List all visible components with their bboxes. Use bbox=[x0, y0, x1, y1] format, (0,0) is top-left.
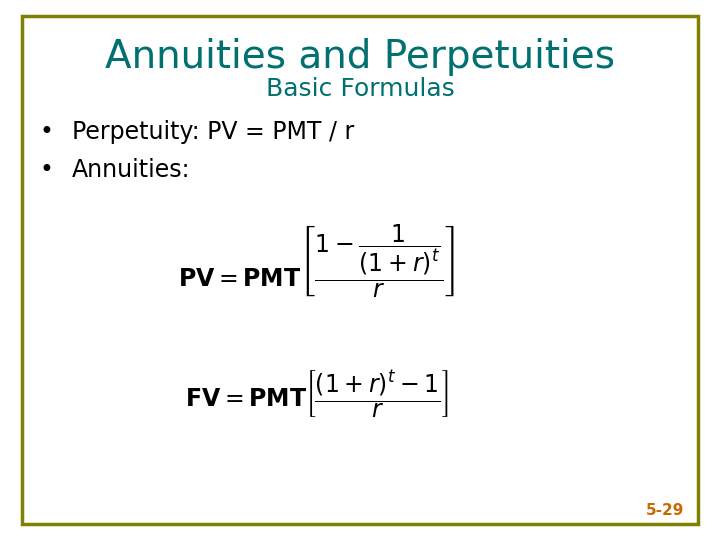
FancyBboxPatch shape bbox=[22, 16, 698, 524]
Text: •: • bbox=[40, 120, 53, 144]
Text: •: • bbox=[40, 158, 53, 182]
Text: 5-29: 5-29 bbox=[646, 503, 684, 518]
Text: Perpetuity: PV = PMT / r: Perpetuity: PV = PMT / r bbox=[72, 120, 354, 144]
Text: Annuities and Perpetuities: Annuities and Perpetuities bbox=[105, 38, 615, 76]
Text: $\mathbf{PV} = \mathbf{PMT}\left[\dfrac{1 - \dfrac{1}{(1+r)^t}}{r}\right]$: $\mathbf{PV} = \mathbf{PMT}\left[\dfrac{… bbox=[179, 224, 455, 300]
Text: Annuities:: Annuities: bbox=[72, 158, 191, 182]
Text: Basic Formulas: Basic Formulas bbox=[266, 77, 454, 101]
Text: $\mathbf{FV} = \mathbf{PMT}\left[\dfrac{(1+r)^t - 1}{r}\right]$: $\mathbf{FV} = \mathbf{PMT}\left[\dfrac{… bbox=[185, 368, 449, 420]
